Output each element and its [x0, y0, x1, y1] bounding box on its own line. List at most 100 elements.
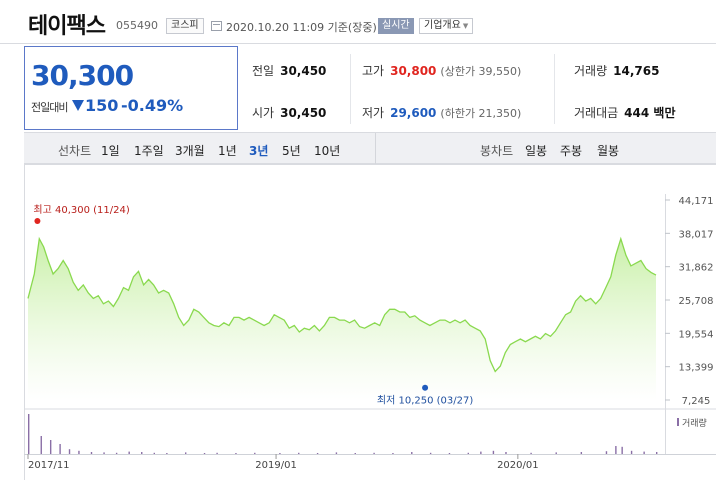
volume-bar	[316, 453, 319, 454]
company-overview-dropdown[interactable]: 기업개요 ▼	[419, 18, 474, 34]
price-chart: 44,171 38,017 31,862 25,708 19,554 13,399 7,24…	[0, 164, 716, 480]
period-1w[interactable]: 1주일	[134, 144, 164, 158]
y-tick-label: 25,708	[679, 296, 714, 307]
company-overview-label: 기업개요	[424, 20, 461, 31]
volume-bar	[480, 451, 482, 454]
volume-bar	[621, 446, 623, 454]
stat-value: 30,800	[390, 64, 437, 78]
realtime-badge[interactable]: 실시간	[378, 18, 414, 34]
stock-header: 테이팩스 055490 코스피 2020.10.20 11:09 기준(장중) …	[0, 0, 716, 44]
stat-value: 30,450	[280, 106, 327, 120]
current-price: 30,300	[31, 59, 134, 92]
volume-bar	[166, 453, 168, 454]
volume-bar	[448, 453, 451, 454]
stat-prev-close: 전일 30,450	[252, 62, 326, 79]
timestamp: 2020.10.20 11:09 기준(장중)	[226, 21, 377, 34]
period-1y[interactable]: 1년	[218, 144, 237, 158]
volume-legend-swatch	[677, 418, 679, 426]
candle-weekly[interactable]: 주봉	[560, 144, 583, 158]
volume-bar	[429, 452, 432, 454]
y-tick-label: 38,017	[679, 229, 714, 240]
stat-volume: 거래량 14,765	[574, 62, 659, 79]
volume-bar	[298, 452, 300, 454]
volume-bar	[605, 451, 608, 454]
price-line	[27, 236, 657, 373]
line-chart-label: 선차트	[58, 144, 92, 158]
x-tick-label: 2019/01	[255, 460, 297, 471]
compare-label: 전일대비	[31, 101, 68, 114]
volume-bar	[28, 414, 30, 454]
max-annotation: 최고 40,300 (11/24)	[33, 204, 129, 216]
y-tick-label: 31,862	[679, 263, 714, 274]
stat-label: 거래량	[574, 64, 608, 78]
stat-label: 고가	[362, 64, 385, 78]
volume-bar	[467, 452, 469, 454]
period-10y[interactable]: 10년	[314, 144, 341, 158]
divider	[375, 133, 376, 165]
volume-bar	[68, 449, 71, 454]
stock-stats: 전일 30,450 고가 30,800 (상한가 39,550) 거래량 14,765 …	[238, 46, 716, 130]
volume-bar	[354, 453, 356, 454]
stat-value: 14,765	[613, 64, 660, 78]
volume-legend-label: 거래량	[682, 417, 707, 429]
volume-bar	[115, 452, 118, 454]
candle-daily[interactable]: 일봉	[525, 144, 548, 158]
volume-bar	[128, 451, 130, 454]
volume-bar	[141, 452, 143, 454]
price-chart-svg: 44,171 38,017 31,862 25,708 19,554 13,399 7,24…	[24, 164, 716, 480]
period-3y[interactable]: 3년	[249, 144, 269, 158]
chart-period-bar: 선차트 1일 1주일 3개월 1년 3년 5년 10년 봉차트 일봉 주봉 월봉	[24, 132, 716, 165]
volume-bar	[254, 452, 256, 454]
stat-open: 시가 30,450	[252, 104, 326, 121]
volume-bar	[580, 452, 583, 454]
volume-bar	[373, 452, 375, 454]
y-tick-label: 13,399	[679, 363, 714, 374]
volume-bar	[643, 451, 645, 454]
calendar-icon	[211, 21, 222, 31]
period-5y[interactable]: 5년	[282, 144, 301, 158]
stock-code: 055490	[116, 19, 158, 32]
divider	[554, 54, 555, 124]
x-tick-label: 2017/11	[28, 460, 70, 471]
down-arrow-icon	[72, 100, 84, 111]
candle-monthly[interactable]: 월봉	[597, 144, 620, 158]
volume-bar	[335, 452, 338, 454]
volume-bar	[279, 453, 281, 454]
max-marker	[34, 217, 41, 224]
stat-label: 거래대금	[574, 106, 619, 120]
price-change-rate: -0.49%	[121, 96, 184, 115]
chevron-down-icon: ▼	[462, 22, 469, 30]
volume-bar	[40, 436, 42, 454]
volume-bar	[492, 450, 495, 454]
volume-bar	[153, 452, 155, 454]
stat-high: 고가 30,800 (상한가 39,550)	[362, 62, 521, 79]
stat-label: 전일	[252, 64, 275, 78]
stat-low: 저가 29,600 (하한가 21,350)	[362, 104, 521, 121]
volume-bar	[615, 446, 617, 454]
min-annotation: 최저 10,250 (03/27)	[377, 395, 473, 407]
volume-bar	[203, 453, 206, 454]
volume-bar	[630, 450, 633, 454]
price-area	[28, 238, 656, 400]
period-3m[interactable]: 3개월	[175, 144, 205, 158]
volume-bar	[392, 453, 394, 454]
upper-limit: (상한가 39,550)	[440, 65, 522, 78]
volume-bar	[555, 452, 557, 454]
volume-bar	[78, 450, 80, 454]
stat-label: 저가	[362, 106, 385, 120]
stat-value: 444 백만	[624, 106, 676, 120]
volume-bar	[59, 444, 61, 454]
stat-label: 시가	[252, 106, 275, 120]
volume-bar	[530, 452, 532, 454]
volume-bar	[103, 452, 105, 454]
volume-bar	[49, 440, 52, 454]
current-price-box: 30,300 전일대비 150 -0.49%	[24, 46, 238, 130]
volume-bar	[411, 452, 413, 454]
period-1d[interactable]: 1일	[101, 144, 120, 158]
min-marker	[422, 384, 429, 391]
volume-bar	[656, 452, 658, 454]
candle-chart-label: 봉차트	[480, 144, 514, 158]
lower-limit: (하한가 21,350)	[440, 107, 522, 120]
volume-bar	[235, 453, 237, 454]
y-tick-label: 7,245	[682, 396, 711, 407]
